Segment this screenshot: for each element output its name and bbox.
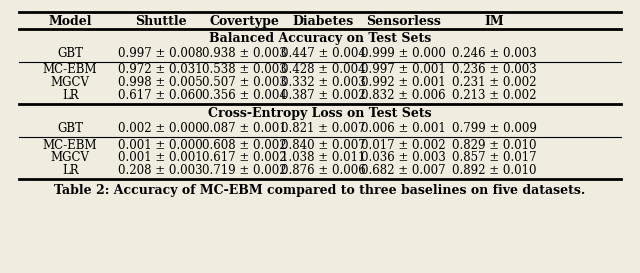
Text: Diabetes: Diabetes [292, 15, 354, 28]
Text: 0.857 ± 0.017: 0.857 ± 0.017 [452, 152, 537, 164]
Text: Cross-Entropy Loss on Test Sets: Cross-Entropy Loss on Test Sets [208, 107, 432, 120]
Text: 0.001 ± 0.000: 0.001 ± 0.000 [118, 139, 203, 152]
Text: 0.087 ± 0.001: 0.087 ± 0.001 [202, 122, 287, 135]
Text: 0.832 ± 0.006: 0.832 ± 0.006 [361, 89, 445, 102]
Text: 0.608 ± 0.002: 0.608 ± 0.002 [202, 139, 287, 152]
Text: 0.719 ± 0.002: 0.719 ± 0.002 [202, 164, 287, 177]
Text: IM: IM [484, 15, 504, 28]
Text: 0.999 ± 0.000: 0.999 ± 0.000 [360, 47, 445, 60]
Text: 0.356 ± 0.004: 0.356 ± 0.004 [202, 89, 287, 102]
Text: Covertype: Covertype [210, 15, 280, 28]
Text: 0.507 ± 0.003: 0.507 ± 0.003 [202, 76, 287, 89]
Text: 0.799 ± 0.009: 0.799 ± 0.009 [452, 122, 537, 135]
Text: 1.038 ± 0.011: 1.038 ± 0.011 [281, 152, 365, 164]
Text: 0.938 ± 0.003: 0.938 ± 0.003 [202, 47, 287, 60]
Text: 0.538 ± 0.003: 0.538 ± 0.003 [202, 64, 287, 76]
Text: 0.236 ± 0.003: 0.236 ± 0.003 [452, 64, 537, 76]
Text: MC-EBM: MC-EBM [43, 64, 97, 76]
Text: 0.840 ± 0.007: 0.840 ± 0.007 [280, 139, 365, 152]
Text: 0.997 ± 0.001: 0.997 ± 0.001 [361, 64, 445, 76]
Text: 0.387 ± 0.002: 0.387 ± 0.002 [281, 89, 365, 102]
Text: Sensorless: Sensorless [365, 15, 440, 28]
Text: 0.002 ± 0.000: 0.002 ± 0.000 [118, 122, 203, 135]
Text: 0.001 ± 0.001: 0.001 ± 0.001 [118, 152, 203, 164]
Text: 0.332 ± 0.003: 0.332 ± 0.003 [280, 76, 365, 89]
Text: 0.017 ± 0.002: 0.017 ± 0.002 [361, 139, 445, 152]
Text: 0.036 ± 0.003: 0.036 ± 0.003 [360, 152, 445, 164]
Text: LR: LR [62, 164, 79, 177]
Text: 0.231 ± 0.002: 0.231 ± 0.002 [452, 76, 537, 89]
Text: 0.617 ± 0.060: 0.617 ± 0.060 [118, 89, 203, 102]
Text: 0.998 ± 0.005: 0.998 ± 0.005 [118, 76, 203, 89]
Text: 0.876 ± 0.006: 0.876 ± 0.006 [280, 164, 365, 177]
Text: 0.829 ± 0.010: 0.829 ± 0.010 [452, 139, 537, 152]
Text: 0.617 ± 0.002: 0.617 ± 0.002 [202, 152, 287, 164]
Text: 0.208 ± 0.003: 0.208 ± 0.003 [118, 164, 203, 177]
Text: GBT: GBT [57, 47, 83, 60]
Text: GBT: GBT [57, 122, 83, 135]
Text: MC-EBM: MC-EBM [43, 139, 97, 152]
Text: LR: LR [62, 89, 79, 102]
Text: 0.972 ± 0.031: 0.972 ± 0.031 [118, 64, 203, 76]
Text: 0.213 ± 0.002: 0.213 ± 0.002 [452, 89, 537, 102]
Text: 0.006 ± 0.001: 0.006 ± 0.001 [361, 122, 445, 135]
Text: MGCV: MGCV [51, 76, 90, 89]
Text: Table 2: Accuracy of MC-EBM compared to three baselines on five datasets.: Table 2: Accuracy of MC-EBM compared to … [54, 184, 586, 197]
Text: 0.428 ± 0.004: 0.428 ± 0.004 [281, 64, 365, 76]
Text: 0.992 ± 0.001: 0.992 ± 0.001 [361, 76, 445, 89]
Text: 0.682 ± 0.007: 0.682 ± 0.007 [361, 164, 445, 177]
Text: Balanced Accuracy on Test Sets: Balanced Accuracy on Test Sets [209, 32, 431, 45]
Text: MGCV: MGCV [51, 152, 90, 164]
Text: Shuttle: Shuttle [134, 15, 186, 28]
Text: 0.447 ± 0.004: 0.447 ± 0.004 [280, 47, 365, 60]
Text: 0.997 ± 0.008: 0.997 ± 0.008 [118, 47, 203, 60]
Text: 0.821 ± 0.007: 0.821 ± 0.007 [281, 122, 365, 135]
Text: 0.246 ± 0.003: 0.246 ± 0.003 [452, 47, 537, 60]
Text: Model: Model [49, 15, 92, 28]
Text: 0.892 ± 0.010: 0.892 ± 0.010 [452, 164, 537, 177]
